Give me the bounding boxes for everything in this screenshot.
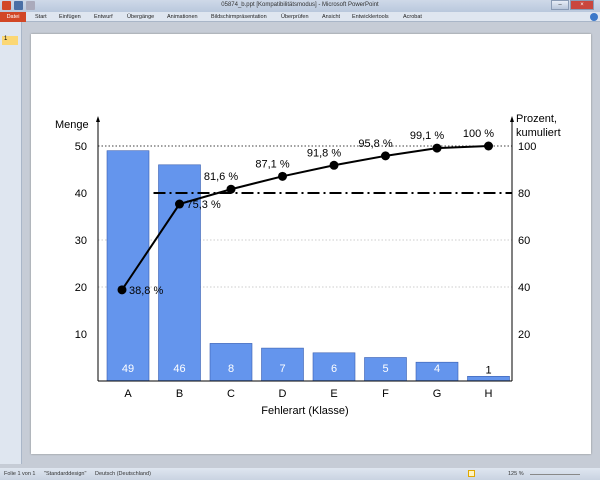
bar-value-label: 4 [434, 363, 440, 375]
cumulative-point [381, 151, 390, 161]
title-bar: 05874_b.ppt [Kompatibilitätsmodus] - Mic… [0, 0, 600, 12]
bar-value-label: 6 [331, 363, 337, 375]
bar-A [106, 150, 150, 382]
cumulative-point [329, 160, 339, 170]
y-tick-label: 10 [75, 329, 87, 341]
bar-H [467, 375, 510, 382]
tab-file[interactable]: Datei [0, 12, 26, 22]
cumulative-label: 87,1 % [255, 158, 289, 170]
cumulative-line [121, 145, 489, 291]
x-tick-label: E [330, 388, 337, 400]
tab-design[interactable]: Entwurf [94, 14, 113, 20]
x-tick-label: G [433, 388, 442, 400]
cumulative-point [432, 143, 442, 153]
y2-tick-label: 100 [518, 141, 536, 153]
cumulative-label: 95,8 % [358, 138, 392, 150]
y-tick-label: 40 [75, 188, 87, 200]
pareto-chart: 49 A 46 B 8 C 7 D 6 E 5 F 4 G 1 H 10 20 30 40 50 20 40 60 80 100 M… [55, 113, 561, 417]
slide-count: Folie 1 von 1 [4, 471, 36, 477]
tab-review[interactable]: Überprüfen [281, 14, 309, 20]
y-axis-title: Menge [55, 119, 89, 131]
ribbon-tabs: Datei Start Einfügen Entwurf Übergänge A… [0, 12, 600, 22]
tab-slideshow[interactable]: Bildschirmpräsentation [211, 14, 267, 20]
tab-transitions[interactable]: Übergänge [127, 14, 155, 20]
y2-axis-arrow [510, 116, 514, 122]
zoom-slider[interactable] [530, 474, 580, 475]
cumulative-label: 38,8 % [129, 285, 163, 297]
bar-B [158, 164, 201, 382]
save-icon[interactable] [14, 1, 23, 10]
y2-tick-label: 60 [518, 235, 530, 247]
x-tick-label: H [485, 388, 493, 400]
undo-icon[interactable] [26, 1, 35, 10]
bar-C [209, 343, 253, 382]
tab-animations[interactable]: Animationen [167, 14, 198, 20]
tab-acrobat[interactable]: Acrobat [403, 14, 422, 20]
y2-tick-label: 20 [518, 329, 530, 341]
cumulative-label: 75,3 % [187, 199, 221, 211]
help-icon[interactable] [590, 13, 598, 21]
cumulative-point [484, 141, 493, 151]
y-axis-arrow [96, 116, 100, 122]
close-button[interactable]: × [570, 0, 594, 10]
window-title: 05874_b.ppt [Kompatibilitätsmodus] - Mic… [221, 2, 379, 8]
minimize-button[interactable]: – [551, 0, 569, 10]
tab-start[interactable]: Start [35, 14, 47, 20]
x-tick-label: B [176, 388, 183, 400]
y-tick-label: 50 [75, 141, 87, 153]
bar-value-label: 7 [279, 363, 285, 375]
x-tick-label: A [124, 388, 132, 400]
cumulative-label: 100 % [463, 128, 494, 140]
x-tick-label: D [279, 388, 287, 400]
tab-developer[interactable]: Entwicklertools [352, 14, 389, 20]
y2-tick-label: 40 [518, 282, 530, 294]
bar-value-label: 1 [485, 364, 491, 376]
y-tick-label: 20 [75, 282, 87, 294]
bar-value-label: 8 [228, 363, 234, 375]
normal-view-icon[interactable] [468, 470, 475, 477]
y2-axis-title-2: kumuliert [516, 127, 561, 139]
status-bar: Folie 1 von 1 "Standarddesign" Deutsch (… [0, 468, 600, 480]
theme-name: "Standarddesign" [44, 471, 87, 477]
cumulative-point [226, 184, 236, 194]
bar-E [312, 352, 356, 382]
cumulative-label: 99,1 % [410, 130, 444, 142]
cumulative-point [117, 285, 127, 295]
bar-value-label: 5 [382, 363, 388, 375]
x-tick-label: F [382, 388, 389, 400]
language[interactable]: Deutsch (Deutschland) [95, 471, 151, 477]
tab-insert[interactable]: Einfügen [59, 14, 81, 20]
cumulative-label: 91,8 % [307, 147, 341, 159]
x-tick-label: C [227, 388, 235, 400]
bar-value-label: 49 [122, 363, 134, 375]
slide-canvas: 49 A 46 B 8 C 7 D 6 E 5 F 4 G 1 H 10 20 30 40 50 20 40 60 80 100 M… [31, 34, 591, 454]
slide-thumbnail[interactable]: 1 [2, 36, 18, 45]
y2-axis-title: Prozent, [516, 113, 557, 125]
cumulative-label: 81,6 % [204, 171, 238, 183]
cumulative-point [278, 171, 287, 181]
slide-panel: 1 [0, 22, 22, 464]
powerpoint-logo-icon [2, 1, 11, 10]
x-axis-title: Fehlerart (Klasse) [261, 405, 348, 417]
tab-view[interactable]: Ansicht [322, 14, 341, 20]
cumulative-point [175, 199, 184, 209]
zoom-level[interactable]: 125 % [508, 471, 524, 477]
bar-value-label: 46 [173, 363, 185, 375]
y-tick-label: 30 [75, 235, 87, 247]
bar-D [261, 347, 304, 382]
y2-tick-label: 80 [518, 188, 530, 200]
